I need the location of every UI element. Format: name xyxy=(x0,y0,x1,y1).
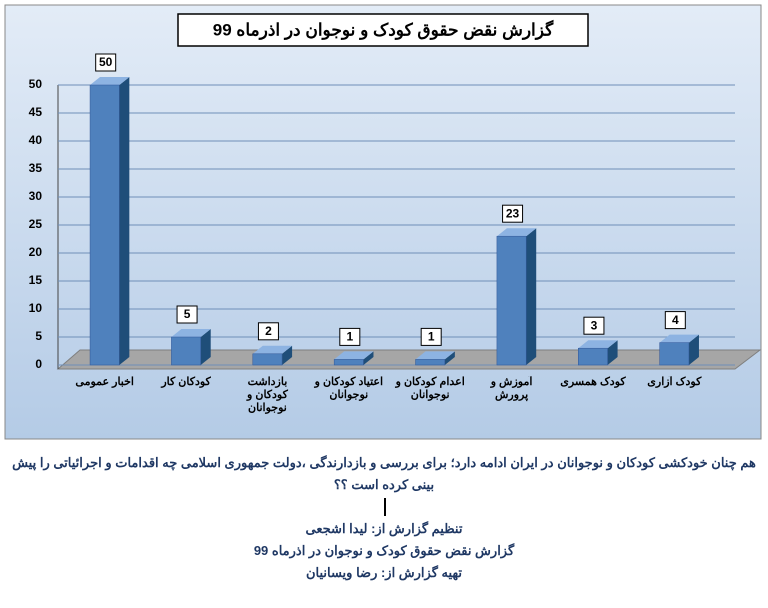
bar-side xyxy=(444,351,455,365)
value-label: 1 xyxy=(428,330,435,344)
value-label-box xyxy=(257,322,279,341)
x-tick-label: کودک همسری xyxy=(560,376,626,388)
x-tick-label-box: کودک آزاری xyxy=(647,376,702,388)
bar xyxy=(252,353,283,366)
value-label-box xyxy=(583,316,605,335)
bar-side xyxy=(282,345,293,365)
bar-side xyxy=(526,228,537,365)
y-tick-label: 15 xyxy=(29,273,43,287)
y-tick-label: 50 xyxy=(29,77,43,91)
bar xyxy=(333,359,364,366)
bar xyxy=(578,347,608,366)
value-label: 50 xyxy=(99,55,113,69)
floor xyxy=(56,349,762,370)
question: هم چنان خودکشی کودکان و نوجوانان در ایرا… xyxy=(12,455,756,492)
y-tick-label: 5 xyxy=(35,329,42,343)
bar xyxy=(171,336,201,366)
bar-top xyxy=(90,77,130,85)
credit: گزارش نقض حقوق کودک و نوجوان در اذرماه 9… xyxy=(253,543,515,558)
x-tick-label-box: بازداشت کودکان و نوجوانان xyxy=(247,376,288,414)
bar-top xyxy=(659,334,699,343)
x-tick-label: بازداشت کودکان و نوجوانان xyxy=(247,376,288,414)
value-label-box xyxy=(176,305,198,324)
y-tick-label: 10 xyxy=(29,301,43,315)
bar xyxy=(659,342,690,366)
value-label-box xyxy=(664,311,686,330)
x-tick-label: اعدام کودکان و نوجوانان xyxy=(395,376,465,401)
value-label-box xyxy=(95,53,117,72)
bar-top xyxy=(252,345,293,354)
title-box xyxy=(177,13,589,47)
x-tick-label: کودکان کار xyxy=(161,376,211,388)
bar-top xyxy=(171,329,211,337)
bar-top xyxy=(578,340,618,349)
value-label: 5 xyxy=(184,307,191,321)
bar-side xyxy=(200,329,211,365)
bar-side xyxy=(688,334,699,365)
value-label: 1 xyxy=(346,330,353,344)
y-tick-label: 30 xyxy=(29,189,43,203)
x-tick-label: کودک آزاری xyxy=(647,376,702,388)
x-tick-label-box: اعدام کودکان و نوجوانان xyxy=(395,376,465,401)
credit: تنظیم گزارش از: لیدا اشجعی xyxy=(305,521,463,536)
chart-title: گزارش نقض حقوق کودک و نوجوان در اذرماه 9… xyxy=(213,19,554,40)
bar-top xyxy=(496,228,537,237)
x-tick-label: اخبار عمومی xyxy=(75,376,134,388)
y-tick-label: 20 xyxy=(29,245,43,259)
x-tick-label-box: کودکان کار xyxy=(161,376,211,388)
x-tick-label: آموزش و پرورش xyxy=(490,376,533,401)
value-label-box xyxy=(339,327,361,346)
document: هم چنان خودکشی کودکان و نوجوانان در ایرا… xyxy=(0,452,768,584)
value-label: 23 xyxy=(506,206,520,220)
x-tick-label-box: کودک همسری xyxy=(560,376,626,388)
x-tick-label: اعتیاد کودکان و نوجوانان xyxy=(314,376,384,401)
y-tick-label: 40 xyxy=(29,133,43,147)
y-tick-label: 35 xyxy=(29,161,43,175)
bar-top xyxy=(415,351,455,360)
bar-side xyxy=(363,351,374,365)
value-label-box xyxy=(502,204,524,223)
x-tick-label-box: آموزش و پرورش xyxy=(490,376,533,401)
y-tick-label: 25 xyxy=(29,217,43,231)
credit: تهیه گزارش از: رضا ویسانیان xyxy=(305,565,463,580)
bar xyxy=(89,84,120,366)
x-tick-label-box: اخبار عمومی xyxy=(75,376,134,388)
chart: گزارش نقض حقوق کودک و نوجوان در اذرماه 9… xyxy=(4,4,762,440)
bar-side xyxy=(607,340,618,365)
x-tick-label-box: اعتیاد کودکان و نوجوانان xyxy=(314,376,384,401)
bar xyxy=(415,359,446,366)
separator xyxy=(384,498,386,516)
y-tick-label: 0 xyxy=(35,357,42,371)
y-tick-label: 45 xyxy=(29,105,43,119)
bar xyxy=(496,235,527,366)
value-label: 3 xyxy=(591,318,598,332)
bar-side xyxy=(119,77,130,365)
value-label-box xyxy=(420,327,442,346)
value-label: 2 xyxy=(265,324,272,338)
bar-top xyxy=(334,351,374,360)
value-label: 4 xyxy=(672,313,679,327)
